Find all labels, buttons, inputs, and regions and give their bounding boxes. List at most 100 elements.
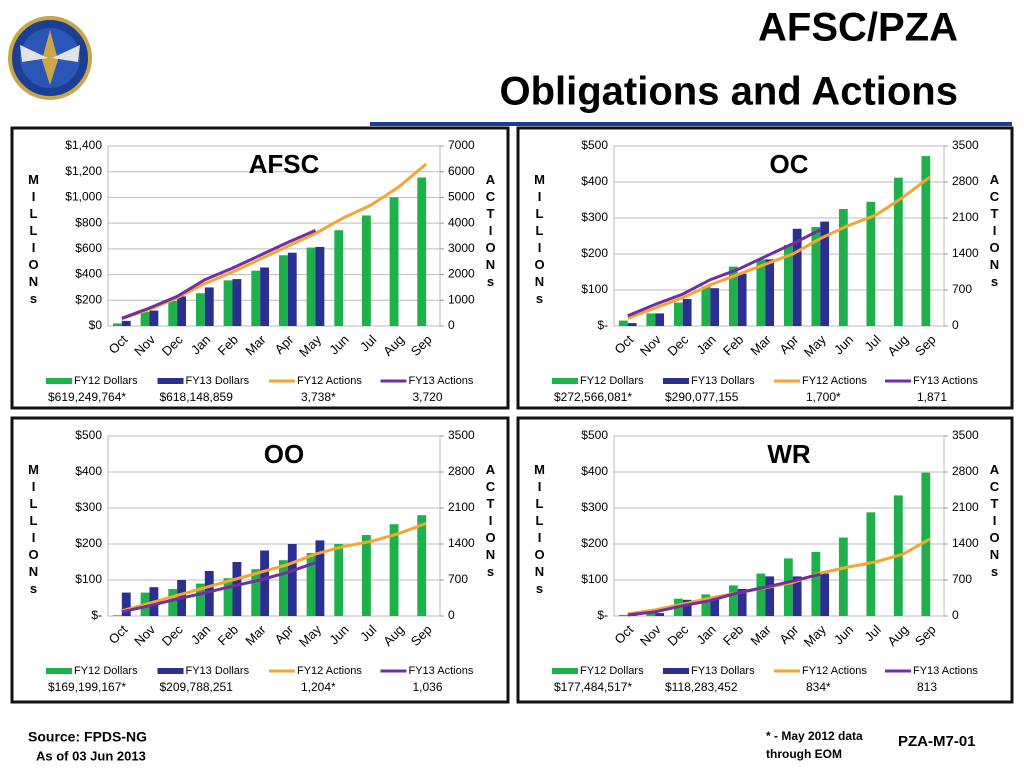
- bar: [251, 569, 261, 616]
- y2-tick-label: 3500: [448, 428, 475, 442]
- bar: [306, 553, 316, 616]
- legend-label: FY12 Dollars: [74, 665, 138, 677]
- legend-swatch: [663, 668, 689, 674]
- bar: [838, 537, 848, 616]
- y2-axis-label: ACTIONs: [987, 172, 1002, 291]
- bar: [112, 615, 122, 616]
- bar: [820, 573, 830, 616]
- total-label: $290,077,155: [665, 390, 739, 404]
- y2-tick-label: 700: [952, 572, 972, 586]
- y2-axis-label: ACTIONs: [483, 462, 498, 581]
- y-tick-label: $300: [581, 210, 608, 224]
- y2-tick-label: 0: [448, 608, 455, 622]
- legend-swatch: [552, 668, 578, 674]
- y2-axis-label: ACTIONs: [987, 462, 1002, 581]
- y-tick-label: $200: [581, 536, 608, 550]
- bar: [866, 201, 876, 326]
- y2-tick-label: 2100: [448, 500, 475, 514]
- y2-tick-label: 2000: [448, 267, 475, 281]
- bar: [792, 228, 802, 326]
- total-label: 1,871: [917, 390, 947, 404]
- legend-swatch: [552, 378, 578, 384]
- chart-panel: $0 $200 $400 $600 $800 $1,000 $1,200 $1,400 0 100…: [10, 126, 510, 410]
- y2-tick-label: 2100: [952, 210, 979, 224]
- chart-panel: $- $100 $200 $300 $400 $500 0 700 1400 2100 2800 35…: [516, 416, 1014, 704]
- y-axis-label: MILLIONs: [532, 172, 547, 308]
- y-tick-label: $-: [597, 608, 608, 622]
- bar: [287, 544, 297, 616]
- bar: [278, 560, 288, 616]
- legend-label: FY12 Dollars: [580, 375, 644, 387]
- bar: [792, 576, 802, 616]
- y-tick-label: $500: [581, 428, 608, 442]
- legend-swatch: [46, 378, 72, 384]
- bar: [195, 583, 205, 616]
- y-tick-label: $400: [581, 174, 608, 188]
- bar: [921, 472, 931, 616]
- bar: [756, 259, 766, 326]
- legend-label: FY13 Actions: [913, 665, 978, 677]
- bar: [168, 300, 178, 326]
- bar: [315, 246, 325, 326]
- y2-tick-label: 6000: [448, 164, 475, 178]
- legend-label: FY12 Dollars: [74, 375, 138, 387]
- bar: [334, 544, 344, 616]
- total-label: 1,036: [413, 680, 443, 694]
- line: [627, 572, 821, 617]
- bar: [140, 311, 150, 326]
- legend-label: FY12 Actions: [802, 375, 867, 387]
- total-label: 813: [917, 680, 937, 694]
- bar: [251, 270, 261, 326]
- bar: [417, 177, 427, 326]
- bar: [765, 576, 775, 616]
- bar: [655, 313, 665, 326]
- legend-label: FY12 Actions: [297, 665, 362, 677]
- total-label: $177,484,517*: [554, 680, 632, 694]
- bar: [783, 558, 793, 616]
- y-tick-label: $200: [75, 536, 102, 550]
- line: [121, 228, 317, 320]
- chart-panel: $- $100 $200 $300 $400 $500 0 700 1400 2100 2800 35…: [516, 126, 1014, 410]
- legend-label: FY13 Dollars: [186, 665, 250, 677]
- total-label: 1,700*: [806, 390, 841, 404]
- bar: [655, 613, 665, 616]
- y-tick-label: $400: [75, 464, 102, 478]
- bar: [334, 230, 344, 326]
- bar: [112, 323, 122, 326]
- y-tick-label: $500: [581, 138, 608, 152]
- y-tick-label: $800: [75, 215, 102, 229]
- y-axis-label: MILLIONs: [26, 462, 41, 598]
- bar: [728, 585, 738, 616]
- y2-tick-label: 0: [952, 318, 959, 332]
- y-axis-label: MILLIONs: [26, 172, 41, 308]
- bar: [710, 598, 720, 616]
- chart-title: OC: [770, 149, 809, 179]
- chart-panel: $- $100 $200 $300 $400 $500 0 700 1400 2100 2800 35…: [10, 416, 510, 704]
- bar: [737, 273, 747, 326]
- bar: [260, 550, 270, 616]
- bar: [361, 535, 371, 616]
- source: Source: FPDS-NG: [28, 729, 147, 745]
- bar: [361, 215, 371, 326]
- y-tick-label: $1,200: [65, 164, 102, 178]
- bar: [121, 320, 131, 326]
- title-line2: Obligations and Actions: [499, 70, 958, 114]
- y-tick-label: $400: [75, 267, 102, 281]
- bar: [204, 287, 214, 326]
- y2-tick-label: 1400: [952, 246, 979, 260]
- y2-tick-label: 1000: [448, 292, 475, 306]
- total-label: $118,283,452: [665, 680, 738, 694]
- legend-swatch: [663, 378, 689, 384]
- legend-label: FY13 Actions: [409, 375, 474, 387]
- line: [627, 228, 821, 318]
- total-label: $618,148,859: [160, 390, 234, 404]
- slide-code: PZA-M7-01: [898, 733, 976, 750]
- legend-swatch: [157, 378, 184, 384]
- legend-label: FY12 Actions: [297, 375, 362, 387]
- legend-swatch: [46, 668, 72, 674]
- y2-tick-label: 0: [448, 318, 455, 332]
- bar: [287, 252, 297, 326]
- legend-swatch: [157, 668, 184, 674]
- y2-tick-label: 3000: [448, 241, 475, 255]
